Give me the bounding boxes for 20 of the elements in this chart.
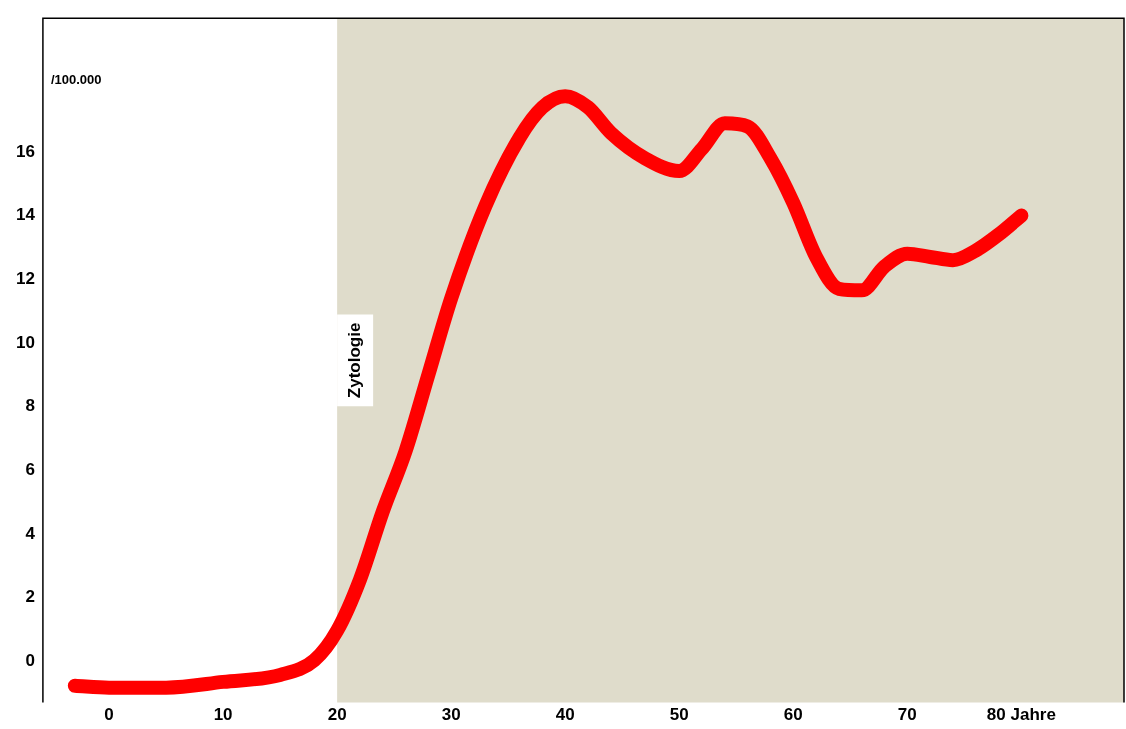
- y-axis-title: /100.000: [50, 71, 102, 87]
- x-tick-label: 40: [555, 705, 575, 725]
- y-tick-label: 12: [15, 268, 35, 288]
- x-tick-label: 10: [213, 705, 233, 725]
- y-tick-label: 16: [15, 141, 35, 161]
- y-tick-label: 4: [25, 523, 36, 543]
- y-tick-label: 6: [25, 459, 35, 479]
- y-tick-label: 2: [25, 587, 35, 607]
- x-tick-label: 80 Jahre: [986, 705, 1056, 725]
- y-tick-label: 14: [15, 205, 36, 225]
- y-tick-label: 0: [25, 650, 35, 670]
- x-tick-label: 20: [327, 705, 347, 725]
- x-tick-label: 0: [104, 705, 114, 725]
- x-tick-label: 30: [441, 705, 461, 725]
- x-tick-label: 50: [669, 705, 689, 725]
- band-label: Zytologie: [344, 322, 364, 399]
- x-tick-label: 60: [783, 705, 803, 725]
- y-tick-label: 10: [15, 332, 35, 352]
- y-tick-label: 8: [25, 396, 35, 416]
- x-tick-label: 70: [897, 705, 917, 725]
